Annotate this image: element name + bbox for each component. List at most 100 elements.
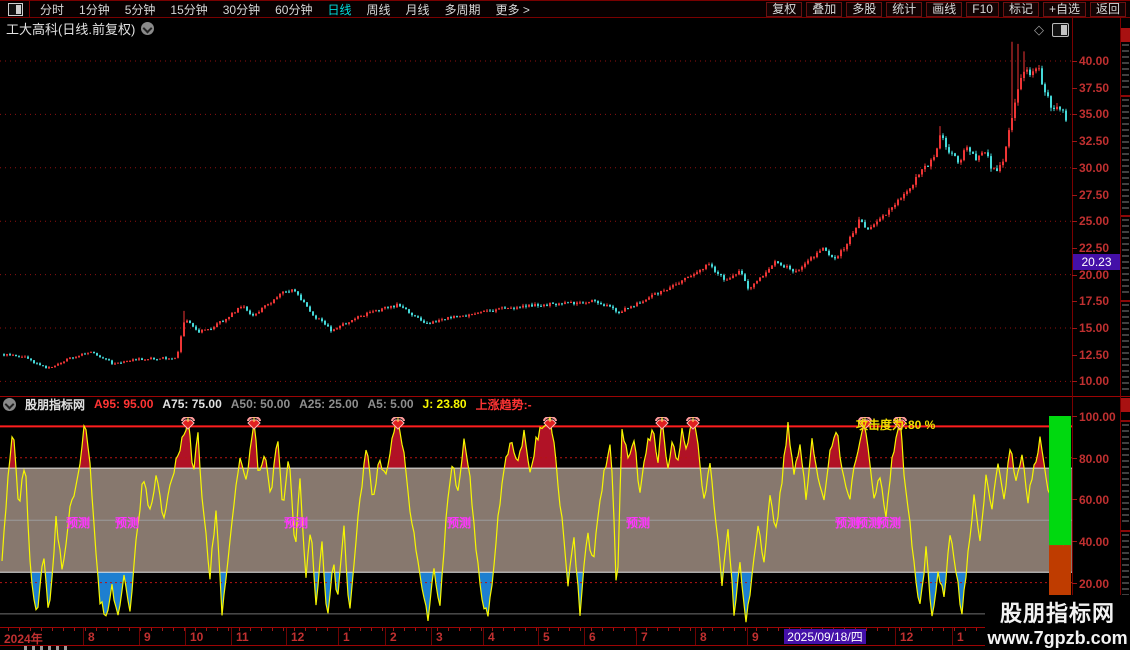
candlestick-chart[interactable] [0, 38, 1072, 396]
indicator-svg [0, 416, 1072, 623]
right-strip-active-tab[interactable] [1121, 398, 1130, 412]
add-favorite-button[interactable]: +自选 [1042, 1, 1086, 17]
indicator-axis-label: 100.00 [1079, 410, 1116, 424]
time-axis-tick [536, 628, 537, 631]
time-axis-tick [547, 628, 548, 631]
overlay-button[interactable]: 叠加 [806, 1, 843, 17]
time-axis-tick [415, 628, 416, 631]
time-axis-tick [624, 628, 625, 631]
right-strip-tab[interactable] [1122, 99, 1129, 211]
tab-30min[interactable]: 30分钟 [222, 2, 261, 17]
fuquan-button[interactable]: 复权 [766, 1, 803, 17]
stats-button[interactable]: 统计 [886, 1, 923, 17]
month-label: 3 [436, 630, 443, 644]
time-axis-tick [646, 628, 647, 631]
mark-button[interactable]: 标记 [1002, 1, 1039, 17]
time-axis-tick [195, 628, 196, 631]
forecast-label: 预测 [446, 516, 472, 530]
time-axis-tick [151, 628, 152, 631]
right-strip-tab[interactable] [1122, 219, 1129, 296]
time-axis-tick [63, 628, 64, 631]
time-axis-tick [481, 628, 482, 631]
forecast-label: 预测 [834, 516, 860, 530]
month-grid-line [636, 628, 637, 645]
tab-60min[interactable]: 60分钟 [275, 2, 313, 17]
time-axis-tick [140, 628, 141, 631]
gem-signal-icon [246, 416, 262, 430]
time-axis-tick [206, 628, 207, 631]
time-axis-tick [635, 628, 636, 631]
month-grid-line [83, 628, 84, 645]
f10-button[interactable]: F10 [966, 1, 999, 17]
indicator-field-j: J: 23.80 [422, 397, 467, 411]
tab-multiperiod[interactable]: 多周期 [444, 2, 481, 17]
month-label: 2 [390, 630, 397, 644]
cursor-price-box: 20.23 [1073, 254, 1120, 270]
indicator-field-a75: A75: 75.00 [162, 397, 222, 411]
right-strip-tab[interactable] [1122, 424, 1129, 526]
chevron-down-icon[interactable] [141, 22, 155, 35]
month-label: 12 [291, 630, 305, 644]
back-button[interactable]: 返回 [1089, 1, 1126, 17]
toolbar-divider [29, 1, 30, 17]
indicator-panel[interactable] [0, 410, 1072, 627]
tab-daily[interactable]: 日线 [327, 2, 352, 17]
tab-monthly[interactable]: 月线 [405, 2, 430, 17]
time-axis-tick [107, 628, 108, 631]
forecast-label: 预测 [283, 516, 309, 530]
month-label: 8 [700, 630, 707, 644]
right-strip-tab[interactable] [1122, 304, 1129, 394]
right-strip-separator [1121, 300, 1130, 302]
time-axis-tick [239, 628, 240, 631]
price-axis-tick [1072, 114, 1077, 115]
clipped-bottom-row [24, 646, 68, 650]
time-axis-tick [602, 628, 603, 631]
tab-weekly[interactable]: 周线 [366, 2, 391, 17]
right-strip-separator [1121, 95, 1130, 97]
time-axis-tick [30, 628, 31, 631]
layout-icon[interactable] [8, 2, 23, 16]
tab-fenshi[interactable]: 分时 [40, 2, 65, 17]
tab-more[interactable]: 更多 > [495, 2, 530, 17]
time-axis-tick [459, 628, 460, 631]
panel-divider [0, 396, 1130, 397]
time-axis-tick [8, 628, 9, 631]
right-strip-active-tab[interactable] [1121, 28, 1130, 42]
split-view-icon[interactable] [1052, 23, 1069, 37]
right-strip-tab[interactable] [1122, 534, 1129, 606]
right-strip-tab[interactable] [1122, 44, 1129, 92]
drawline-button[interactable]: 画线 [926, 1, 963, 17]
multistock-button[interactable]: 多股 [846, 1, 883, 17]
collapse-chevron-icon[interactable] [3, 397, 16, 411]
right-strip-border [1120, 18, 1121, 650]
time-axis-tick [679, 628, 680, 631]
indicator-field-trend: 上涨趋势:- [475, 397, 532, 412]
diamond-icon[interactable]: ◇ [1034, 22, 1044, 37]
month-grid-line [952, 628, 953, 645]
time-axis-tick [723, 628, 724, 631]
time-axis-tick [250, 628, 251, 631]
indicator-name[interactable]: 股朋指标网 [25, 397, 86, 412]
price-axis-tick [1072, 275, 1077, 276]
tab-15min[interactable]: 15分钟 [170, 2, 208, 17]
indicator-axis-tick [1072, 499, 1077, 500]
price-axis-label: 10.00 [1079, 374, 1110, 388]
price-axis-label: 40.00 [1079, 54, 1110, 68]
forecast-label: 预测 [625, 516, 651, 530]
price-axis-tick [1072, 328, 1077, 329]
tab-1min[interactable]: 1分钟 [79, 2, 110, 17]
gem-signal-icon [390, 416, 406, 430]
time-axis-tick [657, 628, 658, 631]
month-label: 10 [190, 630, 204, 644]
time-axis-tick [162, 628, 163, 631]
price-axis-label: 30.00 [1079, 161, 1110, 175]
forecast-label: 预测 [114, 516, 140, 530]
price-axis-label: 37.50 [1079, 81, 1110, 95]
tab-5min[interactable]: 5分钟 [124, 2, 156, 17]
price-axis-label: 35.00 [1079, 107, 1110, 121]
price-axis-label: 32.50 [1079, 134, 1110, 148]
time-axis-bottom-border [0, 645, 1130, 646]
time-axis-tick [492, 628, 493, 631]
gem-signal-icon [654, 416, 670, 430]
gem-signal-icon [180, 416, 196, 430]
